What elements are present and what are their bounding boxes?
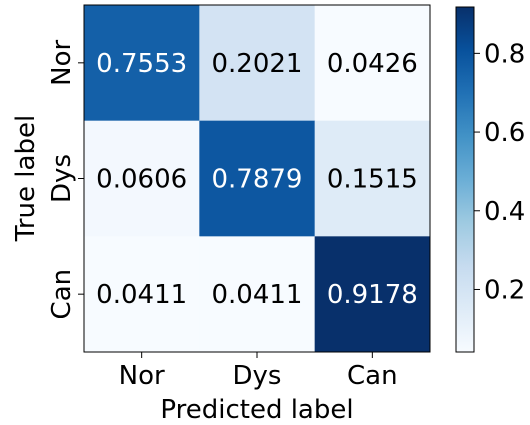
y-axis: Nor Dys Can [47,40,84,320]
heatmap-cell [314,236,431,353]
heatmap-cell [84,120,200,237]
x-tick-label: Nor [119,361,165,391]
colorbar-tick-label: 0.4 [484,197,525,227]
heatmap-cell [199,120,316,237]
heatmap-cells: 0.7553 0.2021 0.0426 0.0606 0.7879 0.1515 0.04… [84,5,431,353]
colorbar: 0.2 0.4 0.6 0.8 [455,6,525,353]
colorbar-tick-label: 0.6 [484,118,525,148]
cell-value-label: 0.7879 [212,165,303,195]
y-tick-label: Dys [47,154,77,203]
colorbar-ticks: 0.2 0.4 0.6 0.8 [474,39,525,305]
heatmap-cell [84,5,200,122]
colorbar-tick-label: 0.8 [484,39,525,69]
heatmap-cell [199,236,316,353]
cell-value-label: 0.0606 [96,165,187,195]
heatmap-cell [84,236,200,353]
y-tick-label: Nor [47,40,77,86]
cell-value-label: 0.0411 [212,280,303,310]
heatmap-cell [199,5,316,122]
cell-value-label: 0.0426 [327,49,418,79]
x-axis-label: Predicted label [160,395,353,425]
cell-value-label: 0.9178 [327,280,418,310]
heatmap-cell [314,5,431,122]
x-tick-label: Dys [233,361,282,391]
colorbar-tick-label: 0.2 [484,275,525,305]
cell-value-label: 0.1515 [327,165,418,195]
x-axis: Nor Dys Can [119,352,398,391]
y-tick-label: Can [47,269,77,320]
cell-value-label: 0.0411 [96,280,187,310]
x-tick-label: Can [347,361,398,391]
cell-value-label: 0.2021 [212,49,303,79]
cell-value-label: 0.7553 [96,49,187,79]
colorbar-gradient [455,6,475,353]
heatmap-cell [314,120,431,237]
y-axis-label: True label [11,115,41,242]
